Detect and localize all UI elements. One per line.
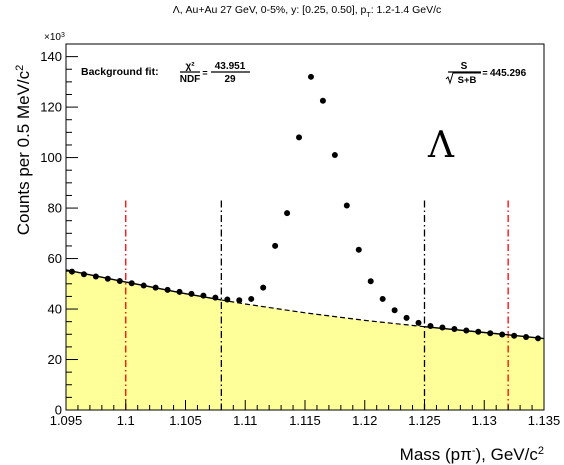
y-tick-label: 40 bbox=[48, 302, 62, 317]
data-point bbox=[152, 284, 159, 291]
data-point bbox=[487, 330, 494, 337]
data-point bbox=[319, 97, 326, 104]
x-tick-label: 1.12 bbox=[352, 413, 377, 428]
y-axis-label: Counts per 0.5 MeV/c2 bbox=[14, 65, 33, 236]
data-point bbox=[164, 286, 171, 293]
data-point bbox=[535, 335, 542, 342]
plot-area bbox=[65, 73, 545, 410]
particle-label: Λ bbox=[427, 125, 455, 166]
x-axis-label: Mass (pπ-), GeV/c2 bbox=[400, 445, 544, 464]
data-point bbox=[403, 314, 410, 321]
significance-denominator: S+B bbox=[458, 75, 477, 86]
data-point bbox=[212, 294, 219, 301]
sqrt-sign bbox=[445, 72, 481, 85]
data-point bbox=[451, 325, 458, 332]
ndf-value: 29 bbox=[224, 74, 236, 85]
y-tick-label: 140 bbox=[40, 49, 62, 64]
data-point bbox=[511, 332, 518, 339]
y-tick-label: 120 bbox=[40, 100, 62, 115]
data-point bbox=[224, 296, 231, 303]
data-point bbox=[236, 297, 243, 304]
data-point bbox=[272, 242, 279, 249]
data-point bbox=[92, 273, 99, 280]
ndf-symbol: NDF bbox=[180, 74, 201, 85]
significance-value: 445.296 bbox=[490, 68, 527, 79]
data-point bbox=[367, 278, 374, 285]
data-point bbox=[427, 322, 434, 329]
x-tick-label: 1.105 bbox=[169, 413, 202, 428]
equals-sign-significance: = bbox=[482, 68, 487, 78]
data-point bbox=[176, 288, 183, 295]
x-tick-label: 1.11 bbox=[233, 413, 257, 428]
data-point bbox=[499, 331, 506, 338]
data-point bbox=[80, 271, 87, 278]
chi2-symbol: χ² bbox=[185, 61, 195, 72]
x-tick-label: 1.095 bbox=[50, 413, 83, 428]
background-fit-label: Background fit: bbox=[81, 66, 159, 78]
data-point bbox=[116, 278, 123, 285]
chart-title: Λ, Au+Au 27 GeV, 0-5%, y: [0.25, 0.50], … bbox=[173, 4, 442, 19]
x-tick-label: 1.135 bbox=[528, 413, 561, 428]
data-point bbox=[284, 210, 291, 217]
data-point bbox=[391, 307, 398, 314]
data-point bbox=[355, 246, 362, 253]
data-point bbox=[248, 295, 255, 302]
x-tick-label: 1.1 bbox=[117, 413, 135, 428]
y-tick-label: 60 bbox=[48, 251, 62, 266]
data-point bbox=[439, 324, 446, 331]
data-point bbox=[104, 275, 111, 282]
background-fill-area bbox=[66, 269, 544, 410]
chi2-value: 43.951 bbox=[215, 61, 246, 72]
data-point bbox=[140, 282, 147, 289]
data-point bbox=[307, 73, 314, 80]
data-point bbox=[260, 284, 267, 291]
equals-sign-chi2: = bbox=[202, 68, 207, 78]
data-point bbox=[343, 202, 350, 209]
y-multiplier: ×103 bbox=[44, 32, 65, 44]
x-tick-label: 1.13 bbox=[472, 413, 497, 428]
data-point bbox=[475, 328, 482, 335]
data-point bbox=[68, 268, 75, 275]
data-point bbox=[415, 319, 422, 326]
background-fit-curve-signal bbox=[221, 299, 425, 328]
x-tick-label: 1.125 bbox=[408, 413, 441, 428]
significance-annotation: S S+B = 445.296 bbox=[445, 61, 527, 86]
background-fit-annotation: Background fit: χ² NDF = 43.951 29 bbox=[81, 61, 250, 85]
y-tick-label: 100 bbox=[40, 150, 62, 165]
data-point bbox=[331, 152, 338, 159]
axes: 1.095 1.1 1.105 1.11 1.115 1.12 1.125 1.13 1.135… bbox=[40, 43, 561, 428]
y-tick-label: 80 bbox=[48, 201, 62, 216]
data-point bbox=[128, 280, 135, 287]
data-point bbox=[200, 292, 207, 299]
data-point bbox=[463, 327, 470, 334]
data-point bbox=[188, 290, 195, 297]
significance-numerator: S bbox=[461, 61, 468, 72]
y-tick-label: 0 bbox=[55, 403, 62, 418]
data-point bbox=[296, 134, 303, 141]
x-tick-label: 1.115 bbox=[289, 413, 321, 428]
data-point bbox=[523, 334, 530, 341]
y-tick-label: 20 bbox=[48, 352, 62, 367]
data-point bbox=[379, 295, 386, 302]
